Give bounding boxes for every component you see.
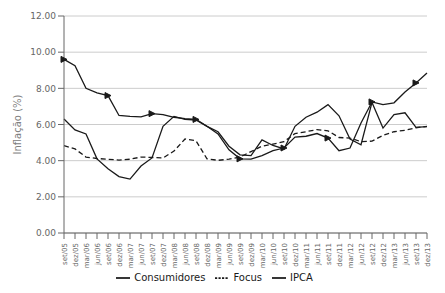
html-text:Consumidores: Consumidores — [134, 272, 206, 283]
svg-text:jun/06: jun/06 — [94, 242, 102, 266]
svg-text:dez/09: dez/09 — [248, 243, 256, 267]
svg-text:set/05: set/05 — [61, 243, 69, 265]
svg-text:12.00: 12.00 — [30, 11, 56, 21]
svg-text:jun/12: jun/12 — [358, 243, 366, 266]
svg-text:jun/07: jun/07 — [138, 243, 146, 266]
svg-text:mar/08: mar/08 — [171, 243, 179, 268]
svg-text:dez/06: dez/06 — [116, 242, 124, 266]
svg-text:set/10: set/10 — [281, 243, 289, 265]
svg-text:set/07: set/07 — [149, 243, 157, 265]
svg-text:jun/09: jun/09 — [226, 243, 234, 266]
svg-text:dez/05: dez/05 — [72, 243, 80, 267]
svg-text:set/13: set/13 — [413, 243, 421, 265]
svg-text:jun/08: jun/08 — [182, 243, 190, 266]
svg-text:set/09: set/09 — [237, 243, 245, 265]
svg-text:Inflação (%): Inflação (%) — [12, 94, 23, 154]
html-text:IPCA: IPCA — [290, 272, 313, 283]
svg-text:jun/11: jun/11 — [314, 243, 322, 266]
svg-text:mar/06: mar/06 — [83, 242, 91, 268]
svg-text:dez/13: dez/13 — [424, 243, 432, 267]
svg-text:8.00: 8.00 — [36, 84, 56, 94]
svg-text:dez/08: dez/08 — [204, 243, 212, 267]
svg-text:set/12: set/12 — [369, 243, 377, 265]
svg-text:mar/09: mar/09 — [215, 243, 223, 268]
svg-text:dez/07: dez/07 — [160, 243, 168, 267]
svg-text:mar/11: mar/11 — [303, 243, 311, 268]
svg-text:dez/12: dez/12 — [380, 243, 388, 267]
svg-text:jun/13: jun/13 — [402, 243, 410, 266]
svg-text:2.00: 2.00 — [36, 192, 56, 202]
svg-text:set/06: set/06 — [105, 242, 113, 265]
svg-text:mar/07: mar/07 — [127, 243, 135, 268]
svg-text:0.00: 0.00 — [36, 228, 56, 238]
svg-text:4.00: 4.00 — [36, 156, 56, 166]
html-text:Focus: Focus — [233, 272, 262, 283]
svg-text:6.00: 6.00 — [36, 120, 56, 130]
svg-text:jun/10: jun/10 — [270, 243, 278, 266]
svg-text:mar/10: mar/10 — [259, 243, 267, 268]
svg-text:set/08: set/08 — [193, 243, 201, 265]
svg-text:mar/12: mar/12 — [347, 243, 355, 268]
svg-text:mar/13: mar/13 — [391, 243, 399, 268]
svg-text:10.00: 10.00 — [30, 47, 56, 57]
svg-text:set/11: set/11 — [325, 243, 333, 265]
svg-text:dez/11: dez/11 — [336, 243, 344, 267]
svg-text:dez/10: dez/10 — [292, 243, 300, 267]
